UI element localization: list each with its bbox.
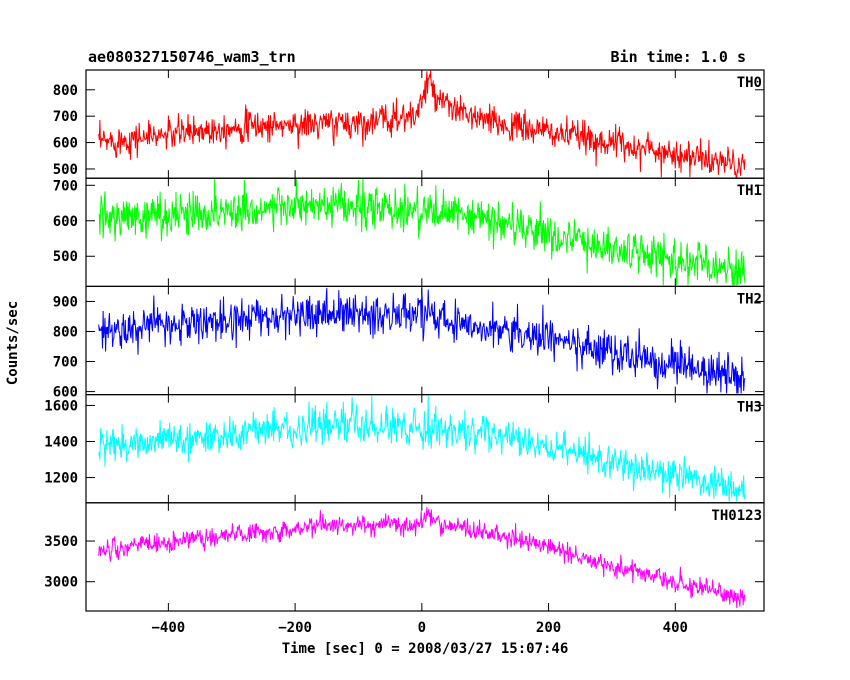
panel-th2: 600 700 800 900 TH2 bbox=[53, 285, 765, 401]
panel-th3: 1200 1400 1600 TH3 bbox=[44, 394, 765, 504]
y-tick-label: 700 bbox=[53, 355, 78, 371]
y-tick-label: 900 bbox=[53, 294, 78, 310]
x-tick-label: 400 bbox=[663, 620, 688, 636]
y-tick-label: 1600 bbox=[44, 398, 78, 414]
panel-frame bbox=[85, 502, 765, 612]
panel-th0: 500 600 700 800 TH0 bbox=[53, 69, 765, 179]
series-line-th2 bbox=[98, 287, 746, 394]
x-tick-label: 0 bbox=[418, 620, 426, 636]
y-axis-label: Counts/sec bbox=[5, 301, 21, 385]
y-tick-label: 1400 bbox=[44, 434, 78, 450]
panel-th1: 500 600 700 TH1 bbox=[53, 177, 765, 287]
plot-panels: 500 600 700 800 TH0 500 600 700 TH1 600 700 800 900 T… bbox=[44, 69, 765, 612]
x-axis-label: Time [sec] 0 = 2008/03/27 15:07:46 bbox=[282, 641, 569, 657]
panel-th0123: 3000 3500 TH0123 bbox=[44, 502, 765, 612]
panel-label-th1: TH1 bbox=[737, 183, 762, 199]
panel-label-th0: TH0 bbox=[737, 75, 762, 91]
y-tick-label: 800 bbox=[53, 83, 78, 99]
y-tick-label: 800 bbox=[53, 324, 78, 340]
panel-label-th3: TH3 bbox=[737, 400, 762, 416]
series-line-th0 bbox=[98, 70, 746, 178]
series-line-th3 bbox=[98, 395, 746, 502]
x-tick-label: −200 bbox=[278, 620, 312, 636]
y-tick-label: 600 bbox=[53, 214, 78, 230]
x-tick-label: −400 bbox=[152, 620, 186, 636]
y-tick-label: 3000 bbox=[44, 575, 78, 591]
y-tick-label: 500 bbox=[53, 249, 78, 265]
panel-label-th2: TH2 bbox=[737, 291, 762, 307]
y-tick-label: 700 bbox=[53, 178, 78, 194]
y-tick-label: 600 bbox=[53, 136, 78, 152]
x-axis-ticks: −400 −200 0 200 400 bbox=[152, 620, 688, 636]
panel-frame bbox=[85, 285, 765, 396]
y-tick-label: 3500 bbox=[44, 534, 78, 550]
panel-label-th0123: TH0123 bbox=[711, 508, 762, 524]
chart-title: ae080327150746_wam3_trn bbox=[88, 48, 296, 66]
y-tick-label: 700 bbox=[53, 109, 78, 125]
y-tick-label: 500 bbox=[53, 162, 78, 178]
y-tick-label: 1200 bbox=[44, 471, 78, 487]
x-tick-label: 200 bbox=[536, 620, 561, 636]
y-tick-label: 600 bbox=[53, 385, 78, 401]
series-line-th0123 bbox=[98, 506, 746, 609]
bin-time-label: Bin time: 1.0 s bbox=[611, 48, 746, 66]
series-line-th1 bbox=[98, 178, 746, 286]
